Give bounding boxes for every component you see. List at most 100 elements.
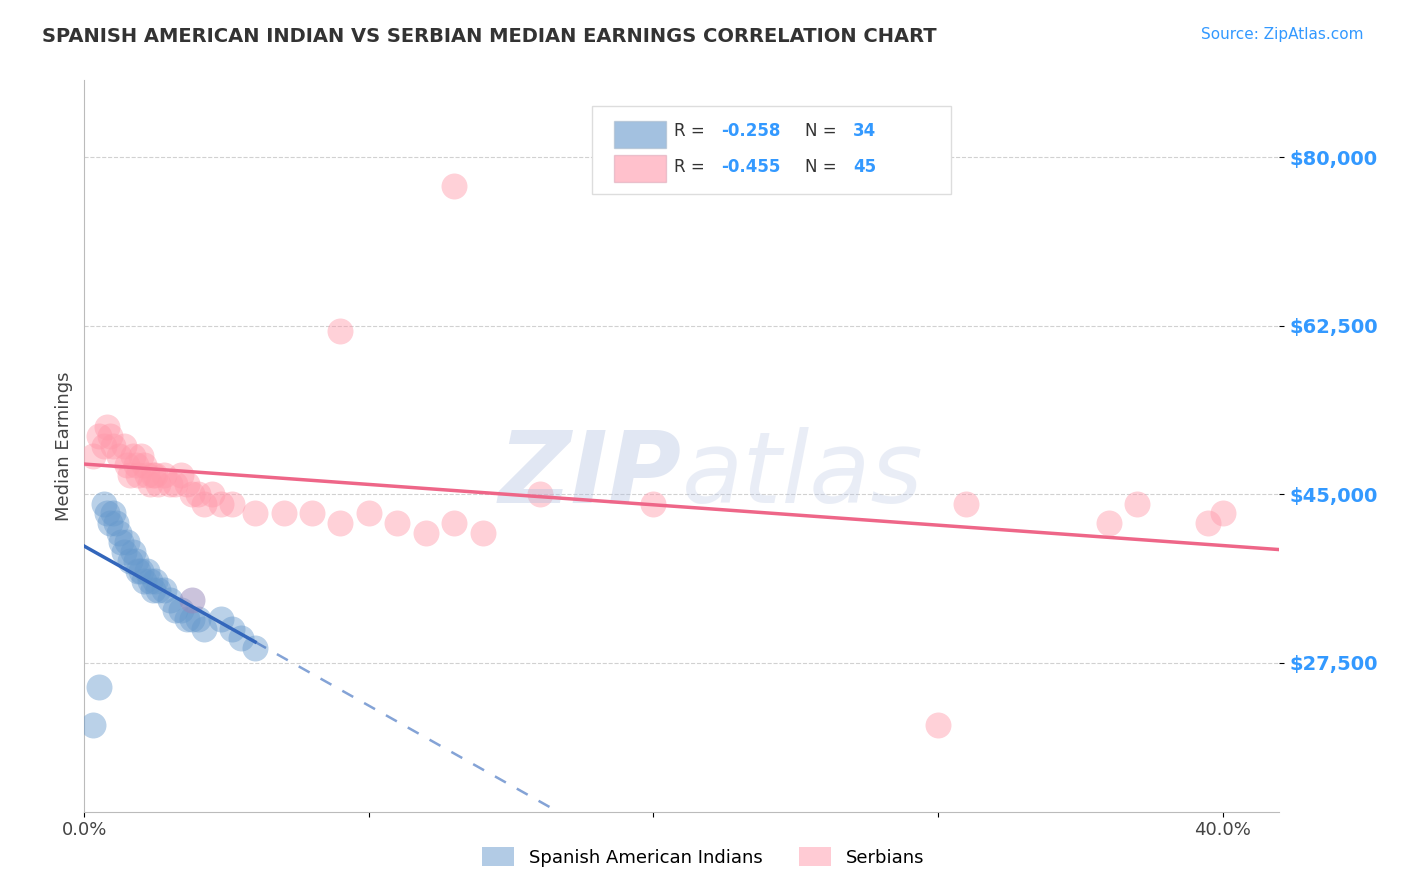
Point bbox=[229, 632, 252, 646]
Text: Source: ZipAtlas.com: Source: ZipAtlas.com bbox=[1201, 27, 1364, 42]
Point bbox=[221, 622, 243, 636]
Text: 34: 34 bbox=[853, 122, 876, 140]
Point bbox=[387, 516, 409, 530]
Point bbox=[118, 554, 141, 568]
Point bbox=[121, 545, 143, 559]
Text: SPANISH AMERICAN INDIAN VS SERBIAN MEDIAN EARNINGS CORRELATION CHART: SPANISH AMERICAN INDIAN VS SERBIAN MEDIA… bbox=[42, 27, 936, 45]
Point bbox=[165, 602, 187, 616]
Text: atlas: atlas bbox=[682, 426, 924, 524]
Point bbox=[181, 487, 204, 501]
Point bbox=[129, 564, 152, 578]
Point bbox=[170, 602, 193, 616]
Point bbox=[443, 516, 465, 530]
Point bbox=[98, 429, 121, 443]
Point bbox=[107, 525, 129, 540]
FancyBboxPatch shape bbox=[592, 106, 950, 194]
Point bbox=[139, 477, 162, 491]
Point bbox=[153, 467, 176, 482]
Point bbox=[209, 497, 232, 511]
Text: ZIP: ZIP bbox=[499, 426, 682, 524]
Point bbox=[124, 554, 146, 568]
Point bbox=[96, 419, 118, 434]
Text: N =: N = bbox=[806, 158, 842, 176]
Point bbox=[193, 622, 215, 636]
Text: 45: 45 bbox=[853, 158, 876, 176]
Point bbox=[136, 564, 159, 578]
Point bbox=[176, 477, 198, 491]
Point bbox=[201, 487, 224, 501]
Point bbox=[124, 458, 146, 473]
Point bbox=[127, 564, 149, 578]
Point bbox=[1197, 516, 1219, 530]
Point bbox=[159, 477, 181, 491]
Point bbox=[115, 458, 138, 473]
Point bbox=[471, 525, 494, 540]
Point bbox=[136, 467, 159, 482]
Point bbox=[129, 449, 152, 463]
Point bbox=[927, 718, 949, 732]
Y-axis label: Median Earnings: Median Earnings bbox=[55, 371, 73, 521]
Point bbox=[955, 497, 977, 511]
Point bbox=[121, 449, 143, 463]
Text: R =: R = bbox=[673, 122, 710, 140]
Point bbox=[221, 497, 243, 511]
Point bbox=[165, 477, 187, 491]
Point bbox=[101, 507, 124, 521]
Point bbox=[98, 516, 121, 530]
Point bbox=[243, 641, 266, 656]
Point bbox=[187, 612, 209, 626]
Point bbox=[181, 593, 204, 607]
Point bbox=[243, 507, 266, 521]
Legend: Spanish American Indians, Serbians: Spanish American Indians, Serbians bbox=[475, 840, 931, 874]
Point bbox=[82, 449, 104, 463]
Point bbox=[115, 535, 138, 549]
Point bbox=[82, 718, 104, 732]
Point bbox=[145, 467, 167, 482]
Point bbox=[329, 516, 352, 530]
Point bbox=[301, 507, 323, 521]
Point bbox=[139, 574, 162, 588]
Point bbox=[148, 477, 170, 491]
Point bbox=[209, 612, 232, 626]
Point bbox=[643, 497, 665, 511]
Text: -0.258: -0.258 bbox=[721, 122, 780, 140]
Point bbox=[273, 507, 295, 521]
Point bbox=[107, 449, 129, 463]
Point bbox=[110, 535, 132, 549]
Point bbox=[101, 439, 124, 453]
Point bbox=[443, 179, 465, 194]
Point bbox=[1212, 507, 1234, 521]
Text: -0.455: -0.455 bbox=[721, 158, 780, 176]
Point bbox=[1126, 497, 1149, 511]
Point bbox=[112, 545, 135, 559]
FancyBboxPatch shape bbox=[614, 155, 666, 182]
Point bbox=[1098, 516, 1121, 530]
Point bbox=[329, 324, 352, 338]
Point bbox=[104, 516, 127, 530]
Point bbox=[132, 458, 156, 473]
Point bbox=[96, 507, 118, 521]
Point bbox=[176, 612, 198, 626]
Point bbox=[357, 507, 380, 521]
Point bbox=[87, 680, 110, 694]
Point bbox=[132, 574, 156, 588]
Point bbox=[145, 574, 167, 588]
Point bbox=[93, 497, 115, 511]
Point bbox=[93, 439, 115, 453]
Point bbox=[87, 429, 110, 443]
Text: N =: N = bbox=[806, 122, 842, 140]
Point bbox=[148, 583, 170, 598]
Point bbox=[127, 467, 149, 482]
FancyBboxPatch shape bbox=[614, 120, 666, 147]
Point bbox=[193, 497, 215, 511]
Point bbox=[529, 487, 551, 501]
Point bbox=[112, 439, 135, 453]
Point bbox=[415, 525, 437, 540]
Point bbox=[181, 612, 204, 626]
Point bbox=[118, 467, 141, 482]
Point bbox=[142, 583, 165, 598]
Point bbox=[142, 467, 165, 482]
Point bbox=[187, 487, 209, 501]
Point bbox=[153, 583, 176, 598]
Text: R =: R = bbox=[673, 158, 710, 176]
